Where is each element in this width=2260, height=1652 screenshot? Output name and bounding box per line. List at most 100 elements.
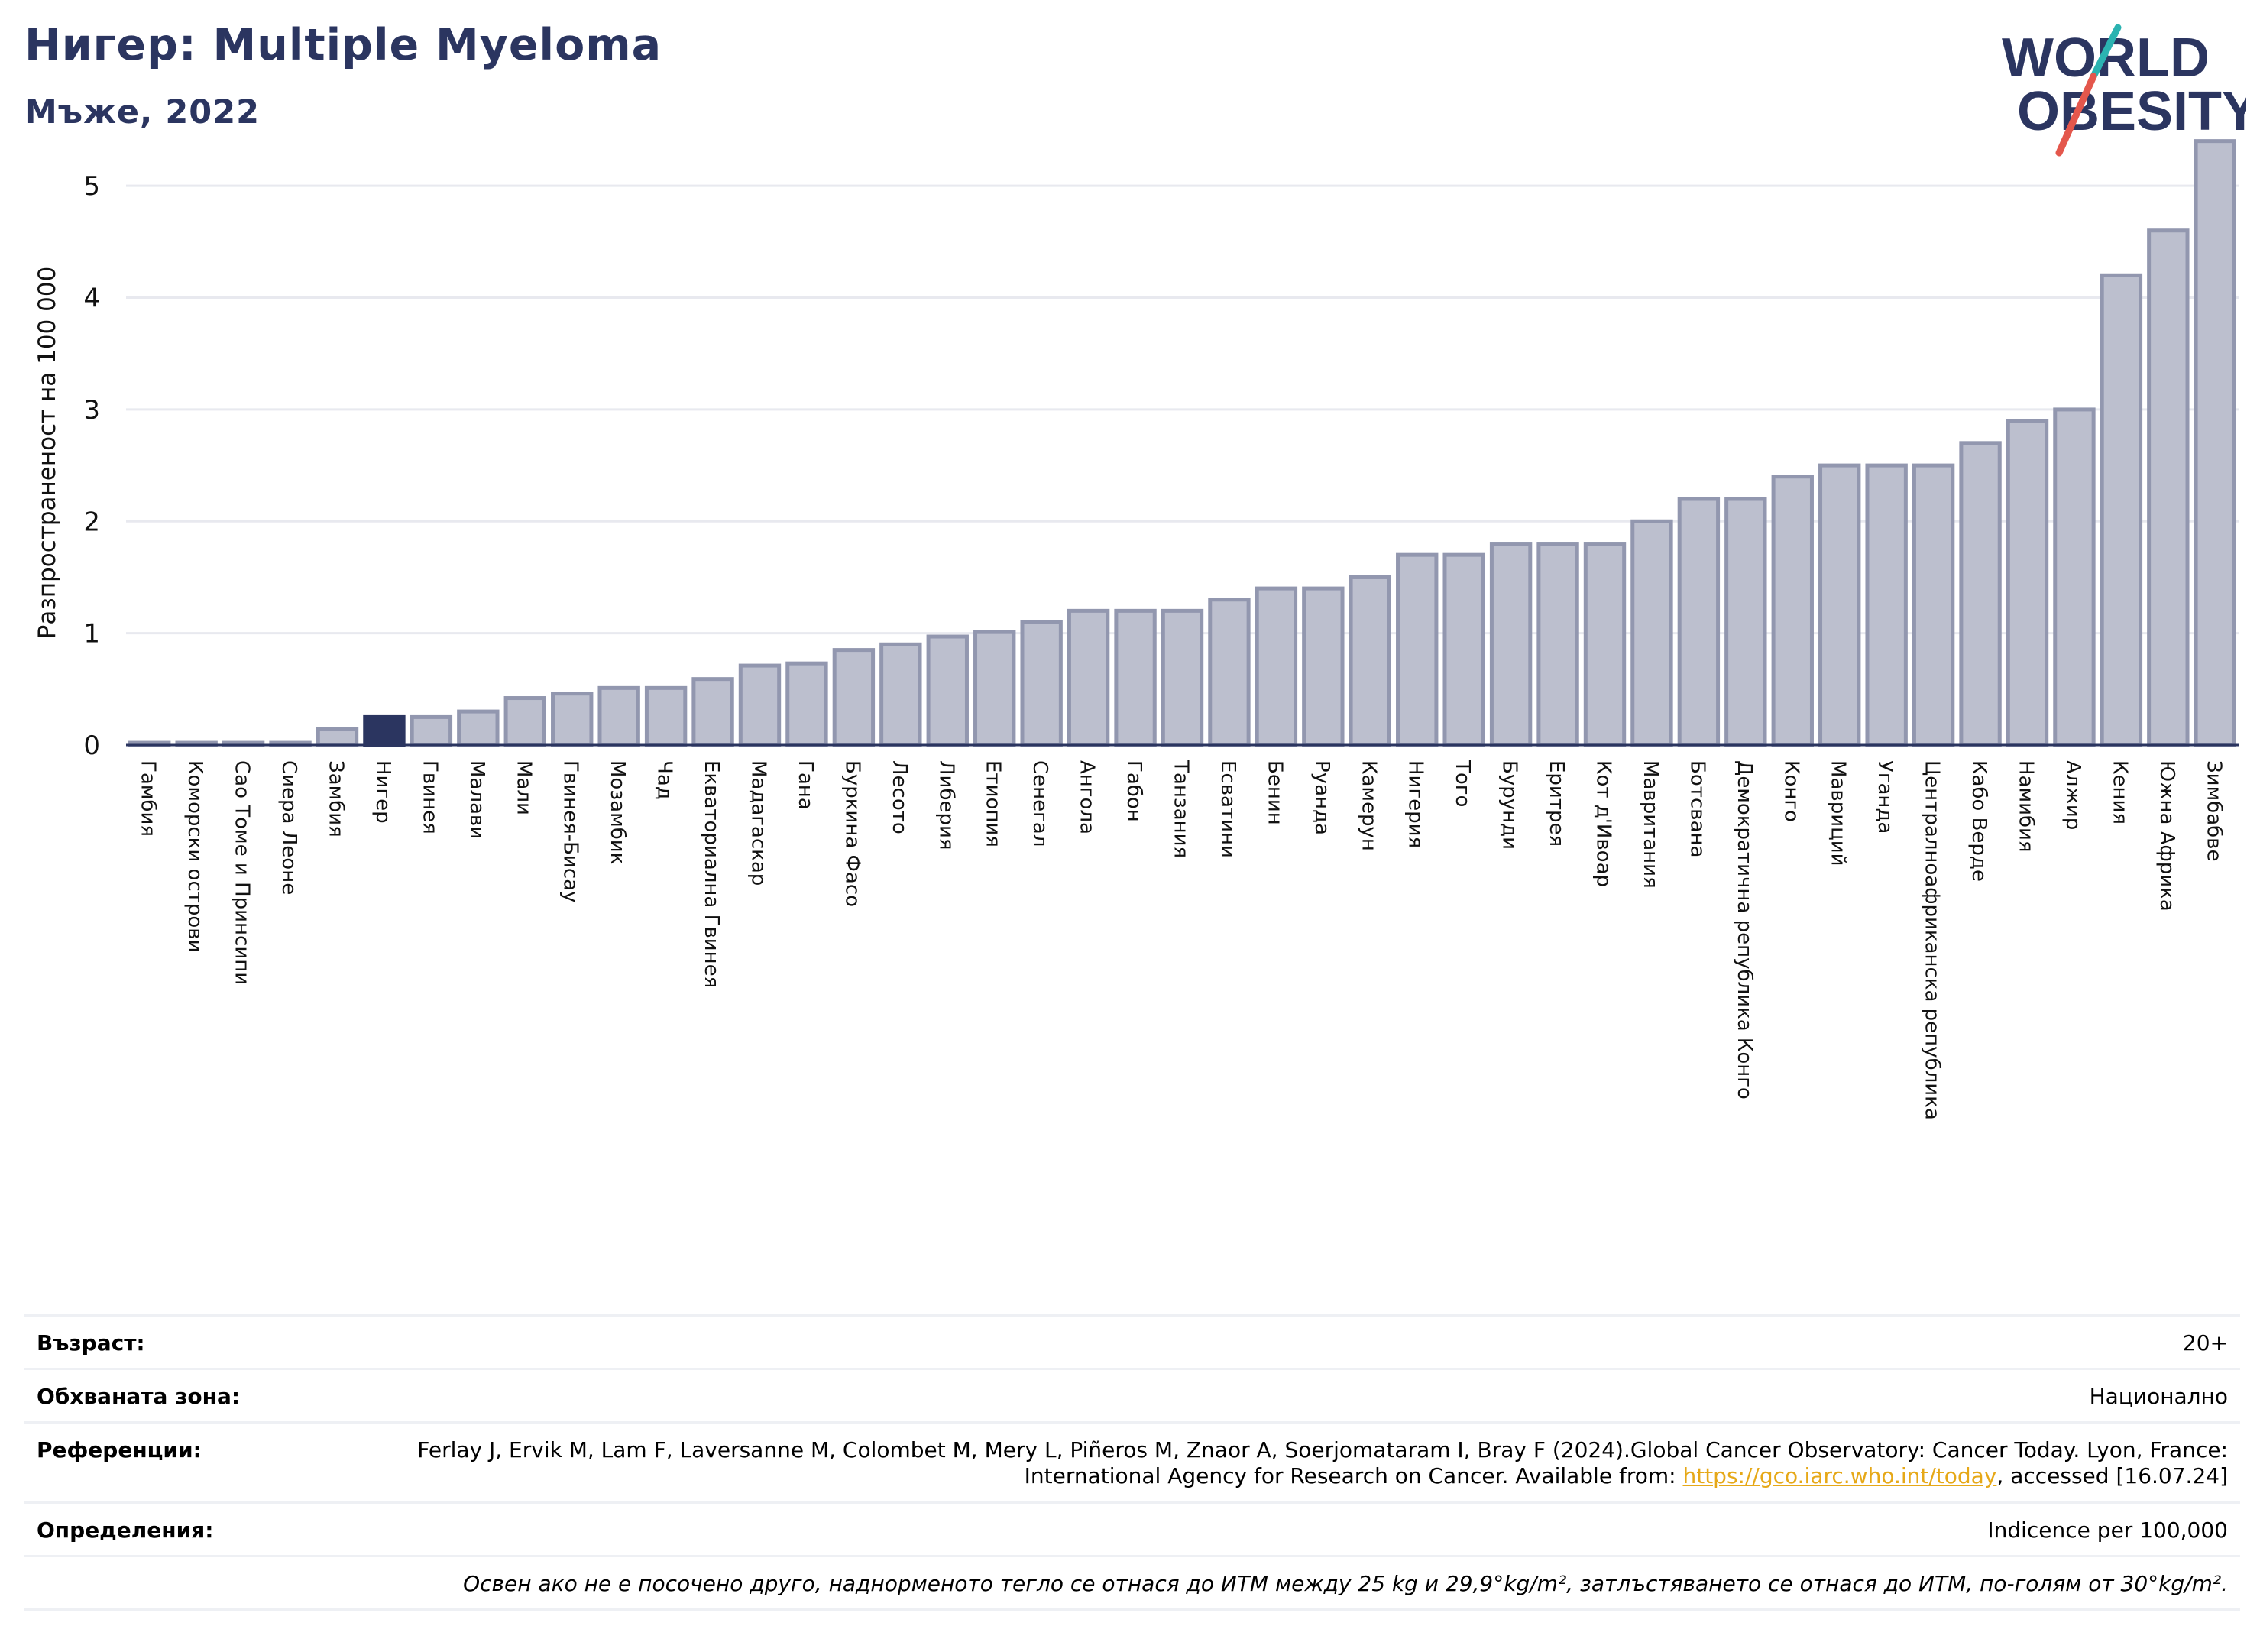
y-axis-label: Разпространеност на 100 000	[34, 267, 61, 640]
y-tick-label: 4	[83, 283, 100, 314]
bar-20	[1067, 608, 1110, 747]
x-tick-label: Танзания	[1170, 760, 1193, 858]
x-tick-label: Екваториална Гвинея	[700, 760, 723, 988]
x-tick-label: Демократична република Конго	[1733, 760, 1756, 1100]
x-tick-label: Сиера Леоне	[277, 760, 300, 895]
bar-21	[1114, 608, 1157, 747]
chart-title: Нигер: Multiple Myeloma	[24, 20, 662, 70]
x-tick-label: Мавриций	[1827, 760, 1850, 866]
world-obesity-logo: WORLD OBESITY	[2002, 24, 2246, 157]
x-tick-label: Конго	[1779, 760, 1802, 822]
bar-33	[1677, 497, 1721, 747]
x-tick-label: Сао Томе и Принсипи	[231, 760, 254, 985]
bar-14	[785, 661, 828, 747]
age-value: 20+	[2182, 1330, 2228, 1356]
age-label: Възраст:	[37, 1330, 145, 1356]
bar-8	[503, 696, 546, 747]
references-accessed: , accessed [16.07.24]	[1996, 1463, 2228, 1488]
y-tick-label: 0	[83, 730, 100, 761]
bar-6	[410, 714, 453, 747]
bar-39	[1959, 441, 2002, 747]
x-tick-label: Централноафриканска република	[1921, 760, 1944, 1120]
bar-38	[1912, 463, 1955, 747]
bar-19	[1020, 620, 1063, 747]
x-tick-label: Кабо Верде	[1967, 760, 1990, 882]
x-tick-label: Ботсвана	[1685, 760, 1708, 857]
x-tick-label: Намибия	[2015, 760, 2038, 853]
bar-16	[879, 642, 922, 747]
references-label: Референции:	[37, 1437, 202, 1463]
x-tick-label: Еритрея	[1545, 760, 1568, 847]
bar-32	[1630, 519, 1673, 747]
bar-26	[1349, 575, 1391, 747]
x-tick-label: Бенин	[1263, 760, 1286, 825]
meta-row-area: Обхваната зона: Национално	[24, 1368, 2240, 1421]
x-tick-label: Мали	[512, 760, 535, 815]
x-tick-label: Есватини	[1216, 760, 1239, 858]
x-tick-label: Гана	[794, 760, 817, 810]
x-tick-label: Бурунди	[1498, 760, 1521, 850]
bar-23	[1208, 598, 1251, 747]
x-tick-label: Сенегал	[1028, 760, 1051, 847]
bar-11	[644, 685, 688, 747]
x-tick-label: Гвинея	[418, 760, 441, 834]
bar-9	[551, 692, 594, 747]
bar-40	[2006, 419, 2049, 747]
bar-18	[973, 630, 1016, 747]
x-tick-label: Кения	[2108, 760, 2131, 824]
definitions-label: Определения:	[37, 1518, 214, 1543]
x-tick-label: Коморски острови	[183, 760, 206, 953]
chart-subtitle: Мъже, 2022	[24, 93, 261, 131]
x-tick-label: Гвинея-Бисау	[559, 760, 582, 902]
bar-37	[1865, 463, 1908, 747]
x-tick-label: Южна Африка	[2155, 760, 2178, 912]
x-tick-label: Гамбия	[137, 760, 160, 837]
references-value: Ferlay J, Ervik M, Lam F, Laversanne M, …	[356, 1437, 2228, 1489]
x-tick-label: Алжир	[2061, 760, 2084, 830]
bar-chart: 0 1 2 3 4 5 Разпространеност на 100 000 Гамбия К…	[34, 139, 2239, 1120]
x-tick-label: Зимбабве	[2202, 760, 2225, 862]
bar-10	[597, 685, 640, 747]
bar-25	[1302, 586, 1345, 747]
x-tick-label: Того	[1451, 760, 1474, 807]
x-tick-label: Лесото	[888, 760, 911, 834]
x-tick-label: Буркина Фасо	[840, 760, 863, 907]
y-tick-label: 1	[83, 619, 100, 649]
bar-29	[1489, 542, 1533, 747]
x-tick-label: Чад	[653, 760, 676, 800]
x-tick-label: Либерия	[934, 760, 957, 850]
logo-slash-teal	[2090, 24, 2122, 80]
bar-35	[1771, 475, 1814, 747]
meta-row-note: Освен ако не е посочено друго, наднормен…	[24, 1555, 2240, 1611]
y-tick-label: 2	[83, 507, 100, 537]
bar-36	[1818, 463, 1861, 747]
references-link[interactable]: https://gco.iarc.who.int/today	[1682, 1463, 1997, 1488]
bar-22	[1161, 608, 1204, 747]
bar-43	[2147, 228, 2190, 747]
bar-5	[363, 714, 406, 747]
bar-4	[316, 727, 359, 747]
area-value: Национално	[2089, 1384, 2228, 1409]
x-tick-label: Габон	[1122, 760, 1145, 822]
bar-31	[1583, 542, 1627, 747]
bar-24	[1255, 586, 1298, 747]
meta-row-definitions: Определения: Indicence per 100,000	[24, 1501, 2240, 1555]
x-tick-label: Руанда	[1310, 760, 1333, 835]
x-tick-label: Мозамбик	[606, 760, 629, 864]
bar-7	[457, 709, 500, 747]
bar-28	[1442, 552, 1485, 747]
definitions-value: Indicence per 100,000	[1987, 1518, 2228, 1543]
bar-15	[832, 648, 876, 747]
x-tick-label: Мавритания	[1639, 760, 1662, 889]
bar-27	[1396, 552, 1439, 747]
x-tick-label: Ангола	[1076, 760, 1099, 834]
y-tick-label: 3	[83, 395, 100, 426]
bar-44	[2194, 139, 2236, 747]
logo-slash-red	[2055, 73, 2097, 157]
x-tick-label: Малави	[465, 760, 488, 839]
x-tick-label: Камерун	[1357, 760, 1380, 851]
bar-12	[691, 677, 734, 747]
bar-30	[1536, 542, 1579, 747]
metadata-table: Възраст: 20+ Обхваната зона: Национално …	[24, 1314, 2240, 1611]
x-tick-label: Уганда	[1873, 760, 1896, 834]
